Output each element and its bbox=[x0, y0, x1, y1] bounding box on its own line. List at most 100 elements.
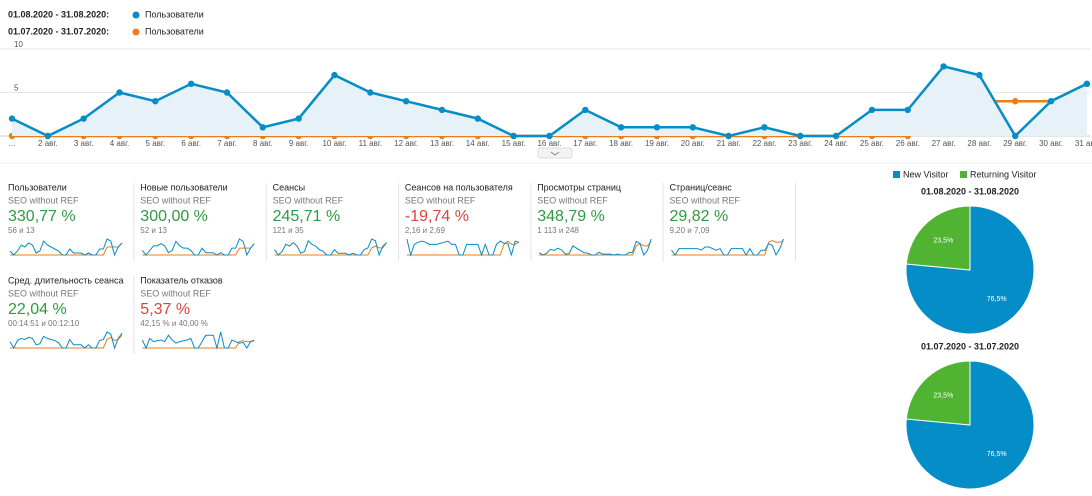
data-point bbox=[402, 98, 410, 105]
data-point bbox=[8, 115, 16, 122]
data-point bbox=[438, 106, 446, 114]
metric-detail: 9,20 и 7,09 bbox=[670, 226, 711, 235]
data-point bbox=[797, 132, 804, 140]
metric-detail: 52 и 13 bbox=[140, 226, 167, 235]
x-tick-label: 9 авг. bbox=[289, 139, 309, 148]
metric-title: Сеансы bbox=[273, 182, 305, 192]
data-point bbox=[761, 124, 768, 131]
metric-segment: SEO without REF bbox=[537, 195, 608, 205]
data-point bbox=[689, 124, 696, 131]
sparkline bbox=[141, 331, 255, 350]
collapse-handle[interactable] bbox=[537, 147, 573, 159]
pie-title: 01.08.2020 - 31.08.2020 bbox=[921, 186, 1019, 196]
metric-change: -19,74 % bbox=[405, 208, 469, 225]
sparkline bbox=[671, 238, 784, 257]
y-tick-label: 5 bbox=[14, 84, 19, 93]
sparkline bbox=[9, 238, 123, 257]
data-point bbox=[832, 132, 840, 140]
data-point bbox=[259, 124, 267, 131]
x-tick-label: 16 авг. bbox=[537, 139, 561, 148]
x-tick-label: 31 авг. bbox=[1075, 139, 1092, 148]
legend-period: 01.08.2020 - 31.08.2020: bbox=[8, 9, 109, 19]
x-tick-label: 29 авг. bbox=[1003, 139, 1027, 148]
area bbox=[12, 66, 1087, 136]
legend-swatch bbox=[132, 11, 140, 19]
slice-label: 76,5% bbox=[987, 451, 1007, 458]
legend-label: New Visitor bbox=[903, 169, 948, 179]
data-point bbox=[1047, 98, 1055, 105]
metric-segment: SEO without REF bbox=[670, 195, 741, 205]
metric-change: 5,37 % bbox=[140, 301, 190, 318]
data-point bbox=[653, 124, 661, 131]
x-tick-label: 4 авг. bbox=[110, 139, 130, 148]
x-tick-label: 17 авг. bbox=[573, 139, 597, 148]
x-tick-label: 23 авг. bbox=[788, 139, 812, 148]
legend-swatch bbox=[132, 28, 140, 36]
metric-segment: SEO without REF bbox=[140, 288, 211, 298]
slice-label: 76,5% bbox=[987, 296, 1007, 303]
metric-change: 29,82 % bbox=[670, 208, 729, 225]
metric-title: Страниц/сеанс bbox=[670, 182, 733, 192]
sparkline bbox=[274, 238, 387, 257]
pie-slice bbox=[905, 360, 1035, 490]
metric-detail: 42,15 % и 40,00 % bbox=[140, 319, 208, 328]
data-point bbox=[1012, 98, 1019, 105]
metric-title: Пользователи bbox=[8, 182, 67, 192]
x-tick-label: 22 авг. bbox=[752, 139, 776, 148]
data-point bbox=[152, 98, 159, 105]
metric-segment: SEO without REF bbox=[273, 195, 344, 205]
metric-detail: 00:14:51 и 00:12:10 bbox=[8, 319, 80, 328]
sparkline bbox=[10, 334, 123, 349]
pie-slice bbox=[905, 205, 971, 271]
slice-label: 23,5% bbox=[933, 392, 953, 399]
data-point bbox=[187, 80, 195, 88]
x-tick-label: 13 авг. bbox=[430, 139, 454, 148]
metric-detail: 121 и 35 bbox=[273, 226, 305, 235]
data-point bbox=[223, 89, 231, 96]
metric-segment: SEO without REF bbox=[405, 195, 476, 205]
sparkline bbox=[538, 238, 652, 257]
x-tick-label: 10 авг. bbox=[322, 139, 346, 148]
legend-label: Returning Visitor bbox=[970, 169, 1036, 179]
metric-change: 330,77 % bbox=[8, 208, 76, 225]
x-tick-label: 28 авг. bbox=[967, 139, 991, 148]
sparkline bbox=[142, 339, 255, 349]
x-tick-label: 5 авг. bbox=[146, 139, 166, 148]
x-tick-label: 12 авг. bbox=[394, 139, 418, 148]
data-point bbox=[80, 115, 87, 122]
collapse-icon bbox=[550, 151, 560, 156]
metric-change: 348,79 % bbox=[537, 208, 605, 225]
x-tick-label: ... bbox=[9, 139, 16, 148]
data-point bbox=[295, 115, 302, 122]
x-tick-label: 15 авг. bbox=[502, 139, 526, 148]
x-tick-label: 21 авг. bbox=[717, 139, 741, 148]
data-point bbox=[1012, 132, 1019, 140]
x-tick-label: 11 авг. bbox=[359, 139, 382, 148]
data-point bbox=[44, 132, 52, 140]
x-tick-label: 7 авг. bbox=[217, 139, 237, 148]
x-tick-label: 27 авг. bbox=[932, 139, 956, 148]
sparkline bbox=[9, 331, 123, 350]
data-point bbox=[367, 89, 374, 96]
metric-segment: SEO without REF bbox=[140, 195, 211, 205]
metric-segment: SEO without REF bbox=[8, 195, 79, 205]
data-point bbox=[546, 132, 553, 140]
data-point bbox=[904, 106, 911, 114]
x-tick-label: 3 авг. bbox=[74, 139, 94, 148]
x-tick-label: 26 авг. bbox=[896, 139, 920, 148]
data-point bbox=[331, 71, 338, 79]
data-point bbox=[868, 106, 876, 114]
metric-change: 22,04 % bbox=[8, 301, 67, 318]
data-point bbox=[976, 71, 983, 79]
data-point bbox=[940, 63, 947, 70]
x-tick-label: 20 авг. bbox=[681, 139, 705, 148]
metric-change: 245,71 % bbox=[273, 208, 341, 225]
x-tick-label: 25 авг. bbox=[860, 139, 884, 148]
metric-detail: 2,16 и 2,69 bbox=[405, 226, 446, 235]
x-tick-label: 6 авг. bbox=[181, 139, 201, 148]
data-point bbox=[1083, 80, 1091, 88]
sparkline bbox=[406, 240, 520, 256]
x-tick-label: 18 авг. bbox=[609, 139, 633, 148]
pie-slice bbox=[905, 205, 1035, 335]
